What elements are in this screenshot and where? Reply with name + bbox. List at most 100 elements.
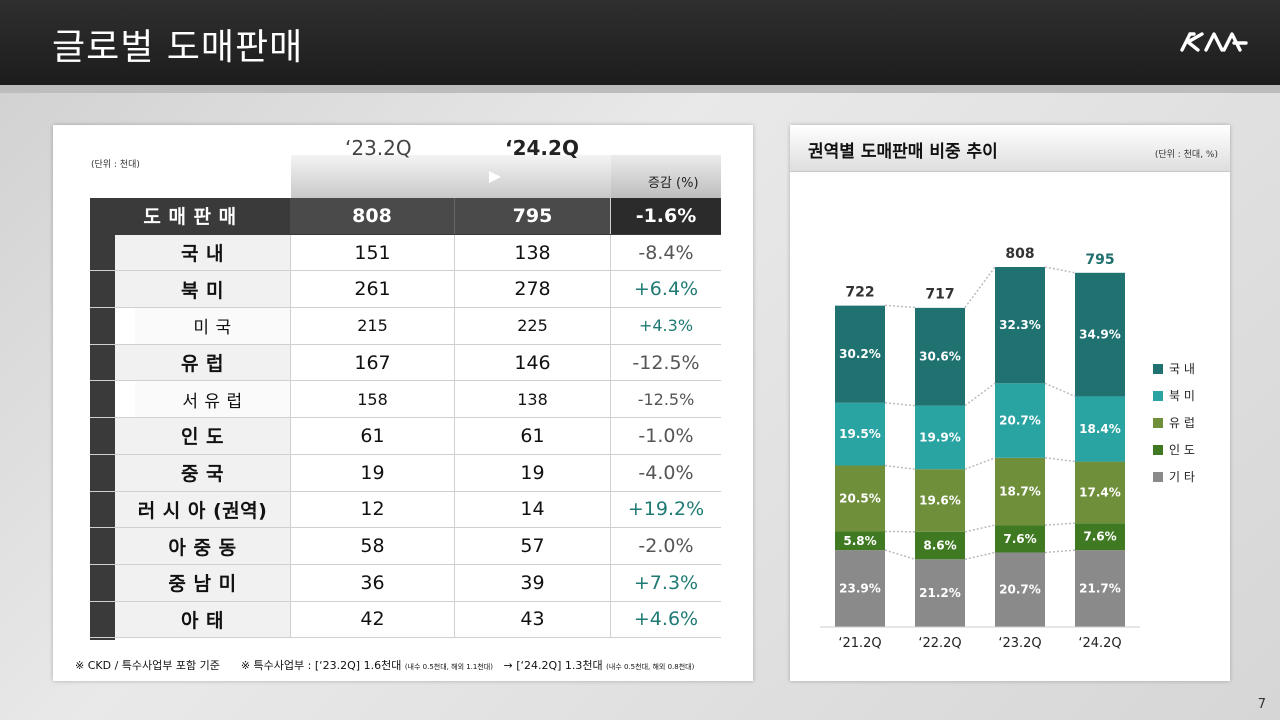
page-title: 글로벌 도매판매 bbox=[52, 27, 304, 68]
curr-value: 39 bbox=[454, 564, 610, 601]
bar-segment bbox=[1075, 396, 1125, 462]
wholesale-table: 도 매 판 매 808 795 -1.6% 국 내 151 138 -8.4% 북 미 261 27… bbox=[90, 198, 721, 639]
connector-line bbox=[884, 549, 916, 560]
legend-label: 인 도 bbox=[1169, 443, 1195, 457]
bar-segment bbox=[995, 525, 1045, 553]
bar-segment bbox=[915, 307, 965, 406]
change-value: +4.6% bbox=[610, 601, 721, 638]
connector-line bbox=[964, 551, 996, 561]
curr-value: 138 bbox=[454, 234, 610, 271]
region-label: 인 도 bbox=[115, 418, 290, 454]
curr-value: 14 bbox=[454, 491, 610, 528]
table-row: 중 국 19 19 -4.0% bbox=[90, 454, 721, 492]
bar-value-label: 20.7% bbox=[999, 414, 1041, 428]
bar-value-label: 32.3% bbox=[999, 318, 1041, 332]
bar-segment bbox=[915, 405, 965, 470]
bar-value-label: 19.9% bbox=[919, 430, 961, 444]
change-value: -8.4% bbox=[610, 234, 721, 271]
bar-total-label: 722 bbox=[845, 284, 874, 300]
curr-value: 57 bbox=[454, 528, 610, 564]
prev-value: 215 bbox=[290, 308, 454, 344]
bar-total-label: 795 bbox=[1085, 252, 1114, 268]
region-label: 러 시 아 (권역) bbox=[115, 491, 290, 528]
footnote-special-prev: ※ 특수사업부 : [‘23.2Q] 1.6천대 bbox=[240, 659, 402, 672]
bar-segment bbox=[835, 465, 885, 532]
prev-value: 261 bbox=[290, 271, 454, 308]
bar-value-label: 7.6% bbox=[1003, 532, 1036, 546]
change-value: -2.0% bbox=[610, 528, 721, 564]
legend-swatch bbox=[1153, 445, 1163, 455]
bar-segment bbox=[995, 552, 1045, 627]
connector-line bbox=[1044, 549, 1076, 554]
connector-line bbox=[1044, 382, 1076, 398]
bar-segment bbox=[1075, 523, 1125, 551]
region-label: 아 태 bbox=[115, 601, 290, 638]
region-label: 도 매 판 매 bbox=[90, 198, 290, 234]
legend-label: 북 미 bbox=[1169, 389, 1195, 403]
prev-value: 808 bbox=[290, 198, 454, 234]
curr-value: 795 bbox=[454, 198, 610, 234]
region-label: 유 럽 bbox=[115, 344, 290, 381]
table-row: 미 국 215 225 +4.3% bbox=[90, 308, 721, 345]
connector-line bbox=[964, 457, 996, 470]
prev-value: 36 bbox=[290, 564, 454, 601]
connector-line bbox=[884, 402, 916, 407]
prev-value: 12 bbox=[290, 491, 454, 528]
legend-label: 유 럽 bbox=[1169, 416, 1195, 430]
bar-value-label: 21.2% bbox=[919, 586, 961, 600]
chart-unit: (단위 : 천대, %) bbox=[1154, 150, 1218, 160]
bar-value-label: 18.7% bbox=[999, 484, 1041, 498]
stacked-bar-chart: 23.9% 5.8% 20.5% 19.5% 30.2% 722 ‘21.2Q 21.2% 8.… bbox=[820, 246, 1195, 651]
connector-line bbox=[964, 266, 996, 308]
arrow-right-icon bbox=[413, 171, 501, 183]
bar-value-label: 19.5% bbox=[839, 427, 881, 441]
curr-value: 146 bbox=[454, 344, 610, 381]
bar-value-label: 8.6% bbox=[923, 539, 956, 553]
bar-segment bbox=[995, 267, 1045, 384]
wholesale-table-panel: (단위 : 천대) ‘23.2Q ‘24.2Q 증감 (%) 도 매 판 매 80… bbox=[53, 125, 753, 681]
connector-line bbox=[884, 304, 916, 309]
bar-value-label: 34.9% bbox=[1079, 328, 1121, 342]
region-label: 국 내 bbox=[115, 234, 290, 271]
footnote-special-curr: → [‘24.2Q] 1.3천대 bbox=[503, 659, 603, 672]
region-label: 미 국 bbox=[135, 308, 290, 344]
x-tick-label: ‘23.2Q bbox=[998, 636, 1041, 651]
legend-swatch bbox=[1153, 391, 1163, 401]
bar-value-label: 5.8% bbox=[843, 534, 876, 548]
footnote-special-curr-detail: (내수 0.5천대, 해외 0.8천대) bbox=[606, 663, 695, 671]
bar-value-label: 30.2% bbox=[839, 347, 881, 361]
prev-value: 151 bbox=[290, 234, 454, 271]
table-row: 아 태 42 43 +4.6% bbox=[90, 601, 721, 639]
curr-value: 278 bbox=[454, 271, 610, 308]
connector-line bbox=[964, 524, 996, 533]
legend-label: 기 타 bbox=[1169, 470, 1195, 484]
share-chart-panel: 권역별 도매판매 비중 추이 (단위 : 천대, %) 23.9% 5.8% 20.… bbox=[790, 125, 1230, 681]
bar-segment bbox=[1075, 550, 1125, 627]
table-side-bar bbox=[90, 235, 115, 640]
connector-line bbox=[964, 382, 996, 407]
table-row: 국 내 151 138 -8.4% bbox=[90, 234, 721, 272]
table-row: 러 시 아 (권역) 12 14 +19.2% bbox=[90, 491, 721, 529]
header-subband bbox=[0, 85, 1280, 93]
table-unit: (단위 : 천대) bbox=[91, 160, 140, 170]
kia-logo bbox=[1180, 32, 1248, 52]
connector-line bbox=[884, 464, 916, 470]
table-row: 중 남 미 36 39 +7.3% bbox=[90, 564, 721, 602]
curr-value: 138 bbox=[454, 381, 610, 418]
table-footnote: ※ CKD / 특수사업부 포함 기준 ※ 특수사업부 : [‘23.2Q] 1… bbox=[75, 657, 694, 673]
change-value: -12.5% bbox=[610, 381, 721, 418]
footnote-ckd: ※ CKD / 특수사업부 포함 기준 bbox=[75, 659, 220, 672]
region-label: 중 남 미 bbox=[115, 564, 290, 601]
bar-segment bbox=[835, 531, 885, 551]
legend-swatch bbox=[1153, 418, 1163, 428]
change-value: -12.5% bbox=[610, 344, 721, 381]
bar-segment bbox=[915, 559, 965, 627]
prev-value: 167 bbox=[290, 344, 454, 381]
page-number: 7 bbox=[1257, 697, 1266, 712]
legend-label: 국 내 bbox=[1169, 362, 1195, 376]
curr-value: 43 bbox=[454, 601, 610, 638]
bar-value-label: 30.6% bbox=[919, 350, 961, 364]
region-label: 중 국 bbox=[115, 454, 290, 491]
prev-value: 42 bbox=[290, 601, 454, 638]
bar-segment bbox=[915, 531, 965, 560]
